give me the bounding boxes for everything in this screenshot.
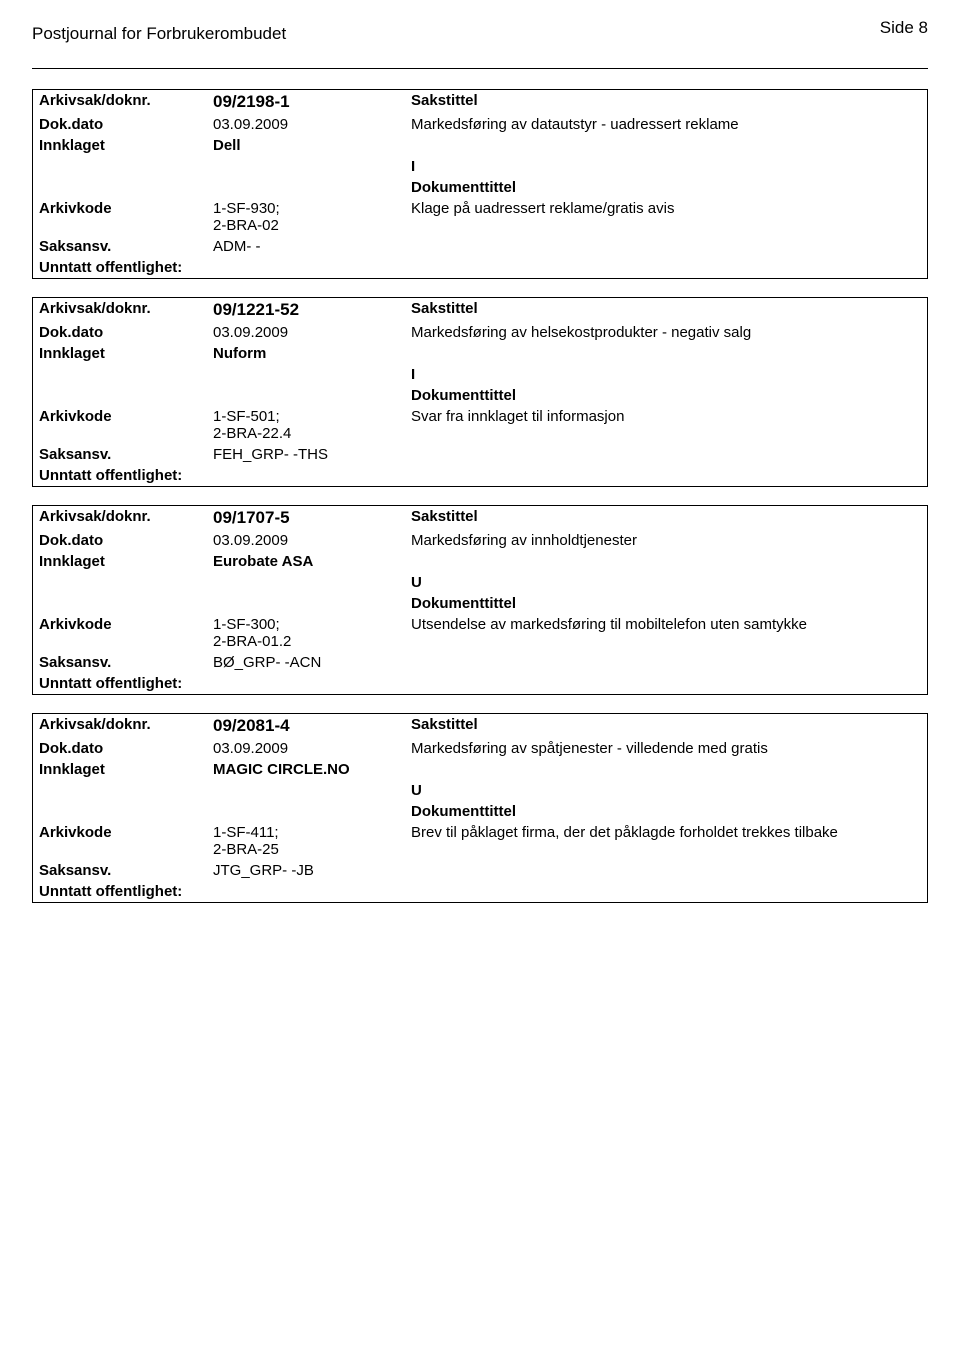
arkivkode-value: 1-SF-300;2-BRA-01.2 bbox=[209, 614, 407, 652]
dokdato-label: Dok.dato bbox=[33, 738, 209, 759]
arkivsak-label: Arkivsak/doknr. bbox=[33, 506, 209, 527]
doc-type: U bbox=[407, 780, 927, 801]
innklaget-value: Nuform bbox=[209, 343, 407, 364]
doknr: 09/1707-5 bbox=[213, 508, 290, 527]
dokumenttittel-text: Klage på uadressert reklame/gratis avis bbox=[407, 198, 927, 219]
saksansv-value: JTG_GRP- -JB bbox=[209, 860, 407, 881]
sakstittel-label: Sakstittel bbox=[407, 506, 927, 527]
sakstittel-label: Sakstittel bbox=[407, 298, 927, 319]
arkivkode-value: 1-SF-411;2-BRA-25 bbox=[209, 822, 407, 860]
page-number: Side 8 bbox=[880, 18, 928, 38]
dokumenttittel-label: Dokumenttittel bbox=[407, 593, 927, 614]
page-header: Postjournal for Forbrukerombudet Side 8 bbox=[32, 24, 928, 44]
doknr: 09/1221-52 bbox=[213, 300, 299, 319]
arkivsak-label: Arkivsak/doknr. bbox=[33, 714, 209, 735]
arkivkode-value: 1-SF-930;2-BRA-02 bbox=[209, 198, 407, 236]
innklaget-label: Innklaget bbox=[33, 759, 209, 780]
records-container: Arkivsak/doknr. 09/2198-1 Sakstittel Dok… bbox=[32, 89, 928, 903]
arkivkode-value: 1-SF-501;2-BRA-22.4 bbox=[209, 406, 407, 444]
saksansv-value: FEH_GRP- -THS bbox=[209, 444, 407, 465]
innklaget-value: MAGIC CIRCLE.NO bbox=[209, 759, 407, 780]
doknr: 09/2081-4 bbox=[213, 716, 290, 735]
saksansv-label: Saksansv. bbox=[33, 860, 209, 881]
record: Arkivsak/doknr. 09/1221-52 Sakstittel Do… bbox=[32, 297, 928, 487]
sakstittel-text: Markedsføring av datautstyr - uadressert… bbox=[407, 114, 927, 135]
arkivkode-label: Arkivkode bbox=[33, 198, 209, 219]
unntatt-label: Unntatt offentlighet: bbox=[33, 881, 209, 902]
doc-type: I bbox=[407, 364, 927, 385]
innklaget-label: Innklaget bbox=[33, 135, 209, 156]
doc-type: U bbox=[407, 572, 927, 593]
unntatt-label: Unntatt offentlighet: bbox=[33, 465, 209, 486]
dokdato-value: 03.09.2009 bbox=[209, 530, 407, 551]
record: Arkivsak/doknr. 09/2198-1 Sakstittel Dok… bbox=[32, 89, 928, 279]
arkivkode-label: Arkivkode bbox=[33, 822, 209, 843]
sakstittel-label: Sakstittel bbox=[407, 714, 927, 735]
arkivkode-label: Arkivkode bbox=[33, 406, 209, 427]
saksansv-value: BØ_GRP- -ACN bbox=[209, 652, 407, 673]
sakstittel-text: Markedsføring av innholdtjenester bbox=[407, 530, 927, 551]
arkivsak-label: Arkivsak/doknr. bbox=[33, 90, 209, 111]
dokdato-label: Dok.dato bbox=[33, 322, 209, 343]
dokumenttittel-label: Dokumenttittel bbox=[407, 801, 927, 822]
innklaget-label: Innklaget bbox=[33, 343, 209, 364]
arkivkode-label: Arkivkode bbox=[33, 614, 209, 635]
record: Arkivsak/doknr. 09/2081-4 Sakstittel Dok… bbox=[32, 713, 928, 903]
innklaget-value: Dell bbox=[209, 135, 407, 156]
saksansv-label: Saksansv. bbox=[33, 652, 209, 673]
dokdato-label: Dok.dato bbox=[33, 530, 209, 551]
dokdato-value: 03.09.2009 bbox=[209, 114, 407, 135]
doc-type: I bbox=[407, 156, 927, 177]
sakstittel-text: Markedsføring av helsekostprodukter - ne… bbox=[407, 322, 927, 343]
dokumenttittel-text: Brev til påklaget firma, der det påklagd… bbox=[407, 822, 927, 843]
dokumenttittel-label: Dokumenttittel bbox=[407, 177, 927, 198]
dokdato-label: Dok.dato bbox=[33, 114, 209, 135]
dokdato-value: 03.09.2009 bbox=[209, 322, 407, 343]
sakstittel-label: Sakstittel bbox=[407, 90, 927, 111]
saksansv-label: Saksansv. bbox=[33, 236, 209, 257]
separator bbox=[32, 68, 928, 69]
saksansv-label: Saksansv. bbox=[33, 444, 209, 465]
unntatt-label: Unntatt offentlighet: bbox=[33, 673, 209, 694]
record: Arkivsak/doknr. 09/1707-5 Sakstittel Dok… bbox=[32, 505, 928, 695]
innklaget-label: Innklaget bbox=[33, 551, 209, 572]
unntatt-label: Unntatt offentlighet: bbox=[33, 257, 209, 278]
journal-title: Postjournal for Forbrukerombudet bbox=[32, 24, 286, 44]
sakstittel-text: Markedsføring av spåtjenester - villeden… bbox=[407, 738, 927, 759]
doknr: 09/2198-1 bbox=[213, 92, 290, 111]
dokumenttittel-text: Utsendelse av markedsføring til mobiltel… bbox=[407, 614, 927, 635]
dokdato-value: 03.09.2009 bbox=[209, 738, 407, 759]
saksansv-value: ADM- - bbox=[209, 236, 407, 257]
dokumenttittel-text: Svar fra innklaget til informasjon bbox=[407, 406, 927, 427]
arkivsak-label: Arkivsak/doknr. bbox=[33, 298, 209, 319]
innklaget-value: Eurobate ASA bbox=[209, 551, 407, 572]
dokumenttittel-label: Dokumenttittel bbox=[407, 385, 927, 406]
